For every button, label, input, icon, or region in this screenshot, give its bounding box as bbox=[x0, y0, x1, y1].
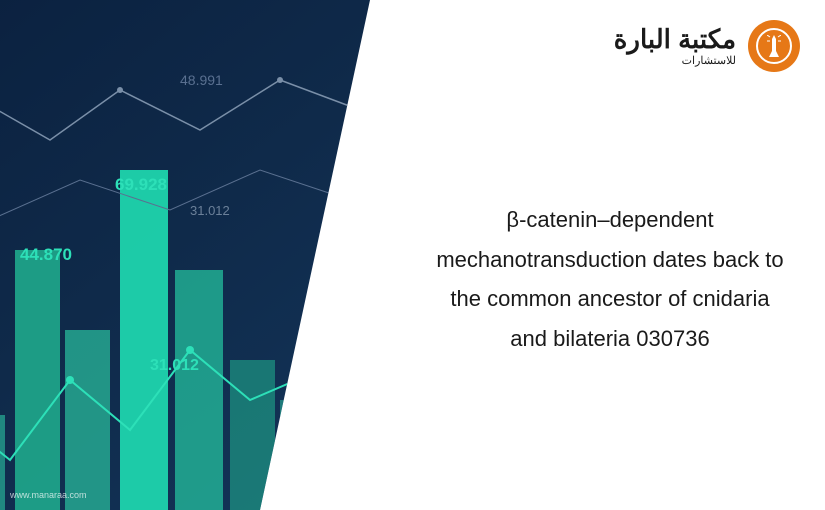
chart-marker bbox=[66, 376, 74, 384]
chart-label: 44.870 bbox=[20, 245, 72, 264]
chart-label: 69.928 bbox=[115, 175, 167, 194]
logo-badge-inner bbox=[756, 28, 792, 64]
logo-arabic: مكتبة البارة bbox=[614, 26, 736, 52]
chart-bar bbox=[120, 170, 168, 510]
chart-panel: 77226.41726.41444.87069.92848.99131.0123… bbox=[0, 0, 470, 510]
chart-bar bbox=[280, 400, 320, 510]
lighthouse-icon bbox=[767, 35, 781, 57]
chart-bar bbox=[175, 270, 223, 510]
watermark: www.manaraa.com bbox=[10, 490, 87, 500]
chart-marker bbox=[277, 77, 283, 83]
chart-marker bbox=[117, 87, 123, 93]
chart-label: 48.991 bbox=[180, 72, 223, 88]
chart-label: 31.012 bbox=[150, 357, 199, 374]
chart-marker bbox=[186, 346, 194, 354]
logo-area: مكتبة البارة للاستشارات bbox=[614, 20, 800, 72]
chart-bar bbox=[65, 330, 110, 510]
chart-bar bbox=[230, 360, 275, 510]
logo-text: مكتبة البارة للاستشارات bbox=[614, 26, 736, 67]
chart-bar bbox=[15, 250, 60, 510]
title-block: β-catenin–dependent mechanotransduction … bbox=[435, 200, 785, 358]
logo-latin: للاستشارات bbox=[614, 54, 736, 67]
article-title: β-catenin–dependent mechanotransduction … bbox=[435, 200, 785, 358]
chart-label: 31.012 bbox=[190, 203, 230, 218]
chart-svg: 77226.41726.41444.87069.92848.99131.0123… bbox=[0, 0, 470, 510]
chart-bar bbox=[0, 415, 5, 510]
logo-badge bbox=[748, 20, 800, 72]
